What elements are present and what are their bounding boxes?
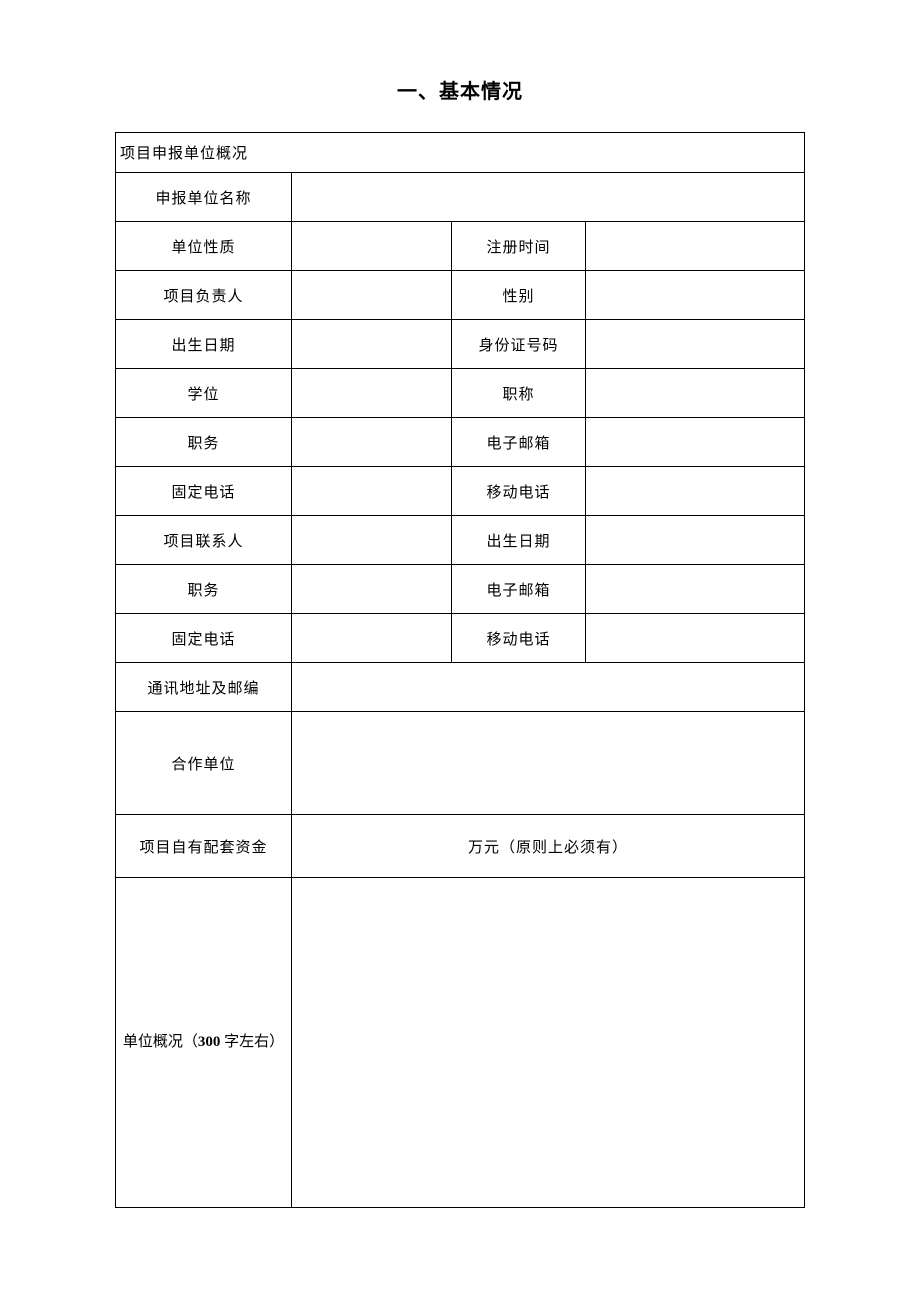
label-email: 电子邮箱 [452,418,586,467]
value-mobile-2 [586,614,805,663]
summary-bold: 300 [198,1034,221,1050]
label-landline: 固定电话 [116,467,292,516]
basic-info-table: 项目申报单位概况 申报单位名称 单位性质 注册时间 项目负责人 性别 出生日期 … [115,132,805,1208]
label-position-2: 职务 [116,565,292,614]
value-fund-unit: 万元（原则上必须有） [292,815,805,878]
label-mobile: 移动电话 [452,467,586,516]
label-position: 职务 [116,418,292,467]
value-reg-time [586,222,805,271]
label-project-leader: 项目负责人 [116,271,292,320]
label-unit-name: 申报单位名称 [116,173,292,222]
label-contact-person: 项目联系人 [116,516,292,565]
value-birth-date-2 [586,516,805,565]
label-reg-time: 注册时间 [452,222,586,271]
label-mobile-2: 移动电话 [452,614,586,663]
value-contact-person [292,516,452,565]
section-header: 项目申报单位概况 [116,133,805,173]
page-title: 一、基本情况 [115,75,805,104]
value-position [292,418,452,467]
label-self-fund: 项目自有配套资金 [116,815,292,878]
value-gender [586,271,805,320]
label-gender: 性别 [452,271,586,320]
label-id-number: 身份证号码 [452,320,586,369]
summary-suffix: 字左右） [220,1034,284,1050]
label-unit-type: 单位性质 [116,222,292,271]
label-birth-date: 出生日期 [116,320,292,369]
value-unit-type [292,222,452,271]
label-birth-date-2: 出生日期 [452,516,586,565]
label-job-title: 职称 [452,369,586,418]
label-email-2: 电子邮箱 [452,565,586,614]
label-summary: 单位概况（300 字左右） [116,878,292,1208]
value-job-title [586,369,805,418]
value-birth-date [292,320,452,369]
value-unit-name [292,173,805,222]
label-partner: 合作单位 [116,712,292,815]
value-email [586,418,805,467]
value-email-2 [586,565,805,614]
value-mobile [586,467,805,516]
label-degree: 学位 [116,369,292,418]
value-position-2 [292,565,452,614]
value-address [292,663,805,712]
value-partner [292,712,805,815]
value-landline [292,467,452,516]
value-landline-2 [292,614,452,663]
label-address: 通讯地址及邮编 [116,663,292,712]
value-id-number [586,320,805,369]
value-summary [292,878,805,1208]
value-project-leader [292,271,452,320]
value-degree [292,369,452,418]
summary-prefix: 单位概况（ [123,1034,198,1050]
fund-unit-text: 万元（原则上必须有） [468,840,628,856]
label-landline-2: 固定电话 [116,614,292,663]
